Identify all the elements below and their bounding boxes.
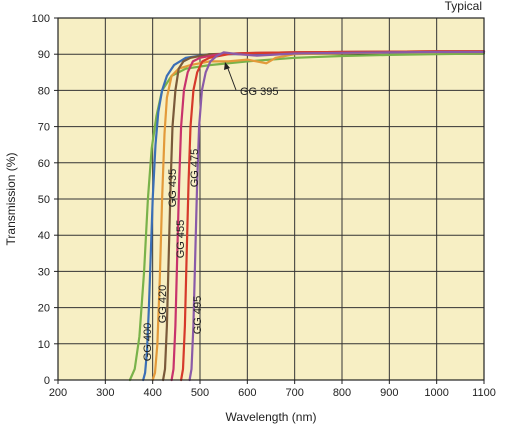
series-label-gg-435: GG 435: [167, 169, 179, 208]
y-tick-label: 30: [38, 266, 50, 278]
series-label-gg-395: GG 395: [240, 86, 279, 98]
series-layer: [128, 50, 486, 382]
y-tick-label: 50: [38, 194, 50, 206]
series-label-gg-420: GG 420: [157, 285, 169, 324]
y-tick-label: 70: [38, 122, 50, 134]
y-tick-label: 60: [38, 158, 50, 170]
x-tick-label: 600: [238, 387, 256, 399]
chart-note: Typical: [445, 0, 482, 13]
x-tick-label: 800: [333, 387, 351, 399]
leader-line-gg-395: [226, 65, 237, 91]
x-tick-label: 300: [96, 387, 114, 399]
x-tick-label: 1100: [472, 387, 496, 399]
x-tick-label: 400: [143, 387, 161, 399]
y-tick-label: 10: [38, 339, 50, 351]
leader-arrow-gg-395: [224, 62, 230, 70]
y-tick-label: 0: [44, 375, 50, 387]
series-label-gg-495: GG 495: [192, 296, 204, 335]
y-tick-label: 100: [32, 13, 50, 25]
x-tick-label: 1000: [424, 387, 448, 399]
series-label-gg-400: GG 400: [142, 323, 154, 362]
x-tick-label: 700: [285, 387, 303, 399]
series-line-gg-495: [188, 50, 486, 382]
series-label-gg-455: GG 455: [175, 220, 187, 259]
x-tick-label: 500: [191, 387, 209, 399]
y-tick-label: 90: [38, 49, 50, 61]
y-tick-label: 80: [38, 85, 50, 97]
y-tick-label: 40: [38, 230, 50, 242]
y-axis-title: Transmission (%): [4, 153, 18, 246]
series-label-gg-475: GG 475: [189, 149, 201, 188]
x-tick-label: 900: [380, 387, 398, 399]
axes: 200 300 400 500 600 700 800 900 1000 1100 0 10 20 30 4…: [32, 13, 496, 399]
y-tick-label: 20: [38, 303, 50, 315]
x-axis-title: Wavelength (nm): [226, 410, 317, 424]
x-tick-label: 200: [49, 387, 67, 399]
